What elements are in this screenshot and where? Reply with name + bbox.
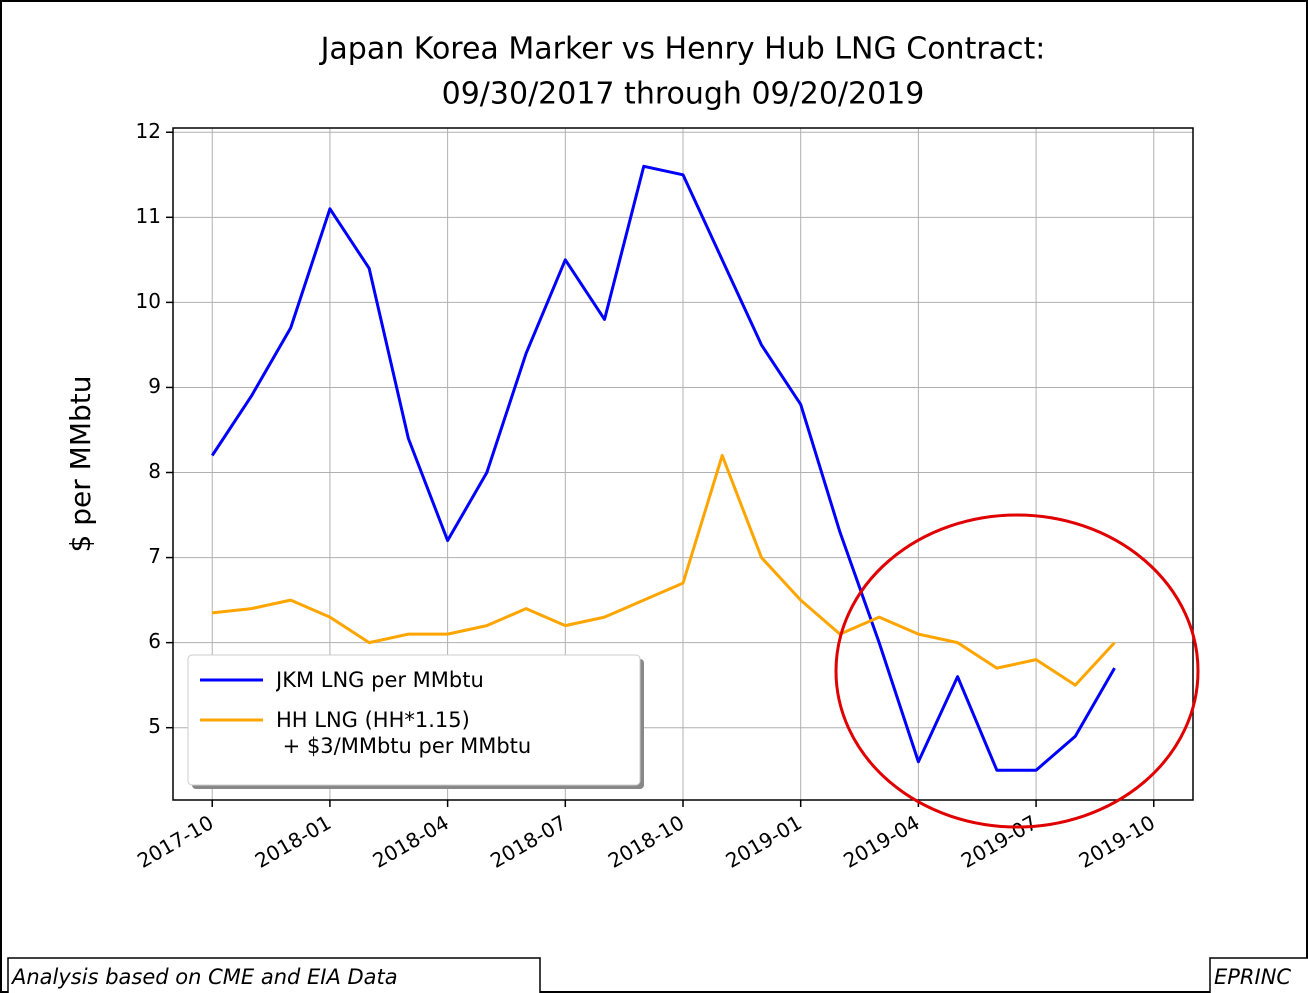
footer-left: Analysis based on CME and EIA Data: [10, 965, 398, 989]
x-tick-label: 2019-04: [839, 810, 923, 873]
legend-label: JKM LNG per MMbtu: [276, 668, 484, 692]
series-line: [210, 164, 1116, 772]
footer-box: [7, 957, 541, 993]
y-tick-label: 8: [148, 459, 161, 483]
y-tick-label: 7: [148, 544, 161, 568]
x-tick-label: 2018-04: [368, 810, 452, 873]
y-tick-label: 6: [148, 629, 161, 653]
y-tick-label: 9: [148, 374, 161, 398]
footer-right: EPRINC: [1214, 965, 1291, 989]
y-tick-label: 11: [136, 204, 161, 228]
lines: [210, 164, 1116, 772]
x-tick-label: 2019-07: [957, 810, 1041, 873]
chart-subtitle: 09/30/2017 through 09/20/2019: [442, 77, 925, 112]
footer-box: [1209, 957, 1308, 993]
y-axis-label: $ per MMbtu: [64, 376, 97, 553]
y-tick-label: 5: [148, 714, 161, 738]
x-tick-label: 2019-01: [722, 810, 806, 873]
legend-label: HH LNG (HH*1.15) + $3/MMbtu per MMbtu: [276, 708, 532, 758]
legend-entry: JKM LNG per MMbtu: [276, 668, 484, 692]
x-tick-label: 2018-01: [251, 810, 335, 873]
legend: JKM LNG per MMbtu HH LNG (HH*1.15) + $3/M…: [187, 654, 644, 789]
legend-box: [187, 654, 641, 786]
y-tick-label: 10: [136, 289, 161, 313]
series-line: [212, 453, 1116, 687]
chart-title: Japan Korea Marker vs Henry Hub LNG Cont…: [319, 32, 1046, 67]
x-tick-label: 2017-10: [133, 810, 217, 873]
x-tick-label: 2018-07: [486, 810, 570, 873]
x-tick-label: 2018-10: [604, 810, 688, 873]
y-tick-label: 12: [136, 119, 161, 143]
highlight-ellipse: [834, 513, 1200, 829]
x-tick-label: 2019-10: [1075, 810, 1159, 873]
legend-entry: HH LNG (HH*1.15) + $3/MMbtu per MMbtu: [276, 708, 532, 758]
